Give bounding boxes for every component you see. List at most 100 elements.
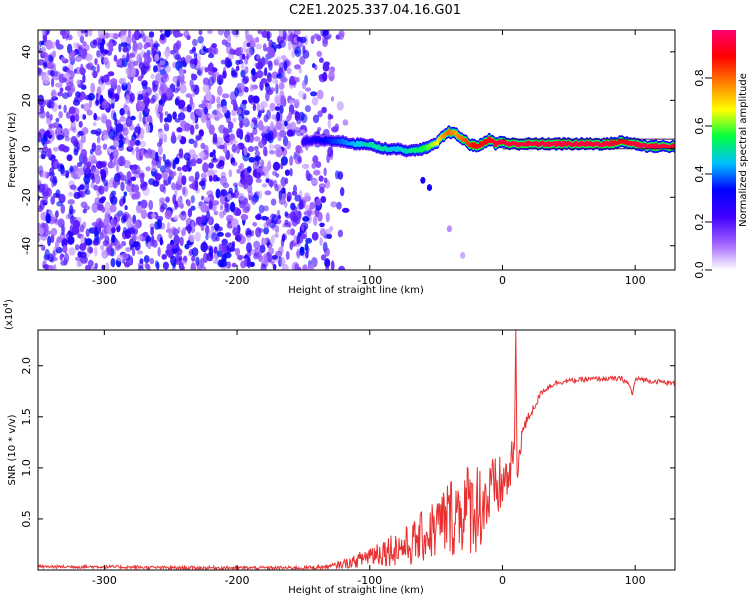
noise-speckle bbox=[85, 63, 92, 70]
noise-speckle bbox=[164, 209, 172, 220]
colorbar: 0.0 0.2 0.4 0.6 0.8 Normalized spectral ampl… bbox=[693, 30, 749, 279]
noise-speckle bbox=[94, 246, 98, 257]
noise-speckle bbox=[304, 195, 311, 202]
noise-speckle bbox=[164, 30, 171, 38]
noise-speckle bbox=[62, 92, 69, 99]
noise-speckle bbox=[202, 46, 207, 52]
noise-speckle bbox=[276, 111, 281, 122]
noise-speckle bbox=[277, 131, 282, 142]
noise-speckle bbox=[167, 176, 172, 185]
noise-speckle bbox=[214, 223, 220, 231]
noise-speckle bbox=[213, 47, 219, 55]
noise-speckle bbox=[134, 139, 141, 146]
noise-speckle bbox=[150, 236, 155, 247]
noise-speckle bbox=[69, 126, 76, 132]
noise-speckle bbox=[39, 199, 45, 211]
noise-speckle bbox=[258, 204, 265, 214]
noise-speckle bbox=[133, 220, 141, 230]
noise-speckle bbox=[57, 218, 65, 228]
snr-x-label: Height of straight line (km) bbox=[288, 585, 424, 596]
noise-speckle bbox=[74, 67, 82, 75]
noise-speckle bbox=[324, 247, 330, 257]
noise-speckle bbox=[59, 87, 64, 93]
noise-speckle bbox=[144, 262, 149, 269]
noise-speckle bbox=[325, 212, 330, 223]
noise-speckle bbox=[270, 198, 277, 206]
noise-speckle bbox=[133, 30, 141, 41]
noise-speckle bbox=[46, 63, 53, 69]
noise-speckle bbox=[126, 52, 130, 63]
noise-speckle bbox=[289, 99, 295, 105]
noise-speckle bbox=[188, 138, 195, 145]
noise-speckle bbox=[304, 105, 311, 113]
noise-speckle bbox=[164, 159, 170, 165]
noise-speckle bbox=[41, 136, 46, 146]
noise-speckle bbox=[311, 96, 319, 106]
noise-speckle bbox=[177, 196, 183, 206]
noise-speckle bbox=[222, 209, 227, 216]
noise-speckle bbox=[319, 222, 325, 228]
noise-speckle bbox=[208, 114, 216, 119]
noise-speckle bbox=[235, 247, 241, 257]
noise-speckle bbox=[189, 79, 194, 88]
noise-speckle bbox=[269, 102, 276, 112]
noise-speckle bbox=[280, 71, 286, 82]
noise-speckle bbox=[240, 69, 246, 78]
noise-speckle bbox=[255, 227, 262, 238]
noise-speckle bbox=[95, 99, 100, 106]
noise-speckle bbox=[275, 83, 279, 95]
noise-speckle bbox=[174, 54, 181, 60]
noise-speckle bbox=[120, 30, 127, 36]
noise-speckle bbox=[319, 228, 326, 237]
noise-speckle bbox=[122, 127, 129, 136]
noise-speckle bbox=[202, 77, 210, 86]
noise-speckle bbox=[69, 204, 74, 215]
noise-speckle bbox=[57, 91, 63, 97]
noise-speckle bbox=[296, 119, 302, 125]
noise-speckle bbox=[213, 169, 218, 174]
noise-speckle bbox=[55, 239, 60, 250]
noise-speckle bbox=[300, 129, 306, 134]
noise-speckle bbox=[62, 145, 70, 153]
noise-speckle bbox=[294, 99, 300, 107]
noise-speckle bbox=[153, 65, 158, 73]
noise-speckle bbox=[241, 99, 248, 105]
noise-speckle bbox=[60, 204, 66, 214]
noise-speckle bbox=[150, 226, 155, 236]
noise-speckle bbox=[231, 262, 237, 268]
noise-speckle bbox=[190, 195, 195, 204]
noise-speckle bbox=[299, 149, 304, 154]
noise-speckle bbox=[85, 228, 90, 238]
snr-y-tick-label: 1.5 bbox=[20, 408, 33, 426]
noise-speckle bbox=[254, 150, 261, 157]
noise-speckle bbox=[316, 34, 322, 42]
noise-speckle bbox=[338, 265, 346, 270]
noise-speckle bbox=[172, 262, 177, 268]
noise-speckle bbox=[126, 219, 134, 228]
noise-speckle bbox=[189, 233, 195, 243]
noise-speckle bbox=[254, 155, 262, 162]
noise-speckle bbox=[82, 73, 86, 84]
noise-speckle bbox=[285, 251, 290, 260]
noise-speckle bbox=[273, 144, 282, 150]
noise-speckle bbox=[189, 124, 195, 135]
noise-speckle bbox=[134, 126, 142, 134]
noise-speckle bbox=[232, 227, 239, 236]
noise-speckle bbox=[110, 78, 118, 86]
noise-speckle bbox=[226, 115, 231, 124]
noise-speckle bbox=[190, 220, 195, 229]
noise-speckle bbox=[96, 135, 101, 144]
noise-speckle bbox=[159, 60, 166, 66]
noise-speckle bbox=[149, 257, 155, 265]
colorbar-tick-label: 0.0 bbox=[693, 261, 706, 279]
noise-speckle bbox=[101, 100, 110, 109]
snr-line bbox=[38, 330, 675, 570]
noise-speckle bbox=[246, 42, 251, 48]
noise-speckle bbox=[260, 159, 265, 170]
noise-speckle bbox=[192, 46, 196, 53]
noise-speckle bbox=[84, 264, 92, 270]
noise-speckle bbox=[39, 99, 46, 108]
noise-speckle bbox=[246, 257, 252, 269]
noise-speckle bbox=[204, 144, 209, 156]
noise-speckle bbox=[259, 244, 266, 253]
